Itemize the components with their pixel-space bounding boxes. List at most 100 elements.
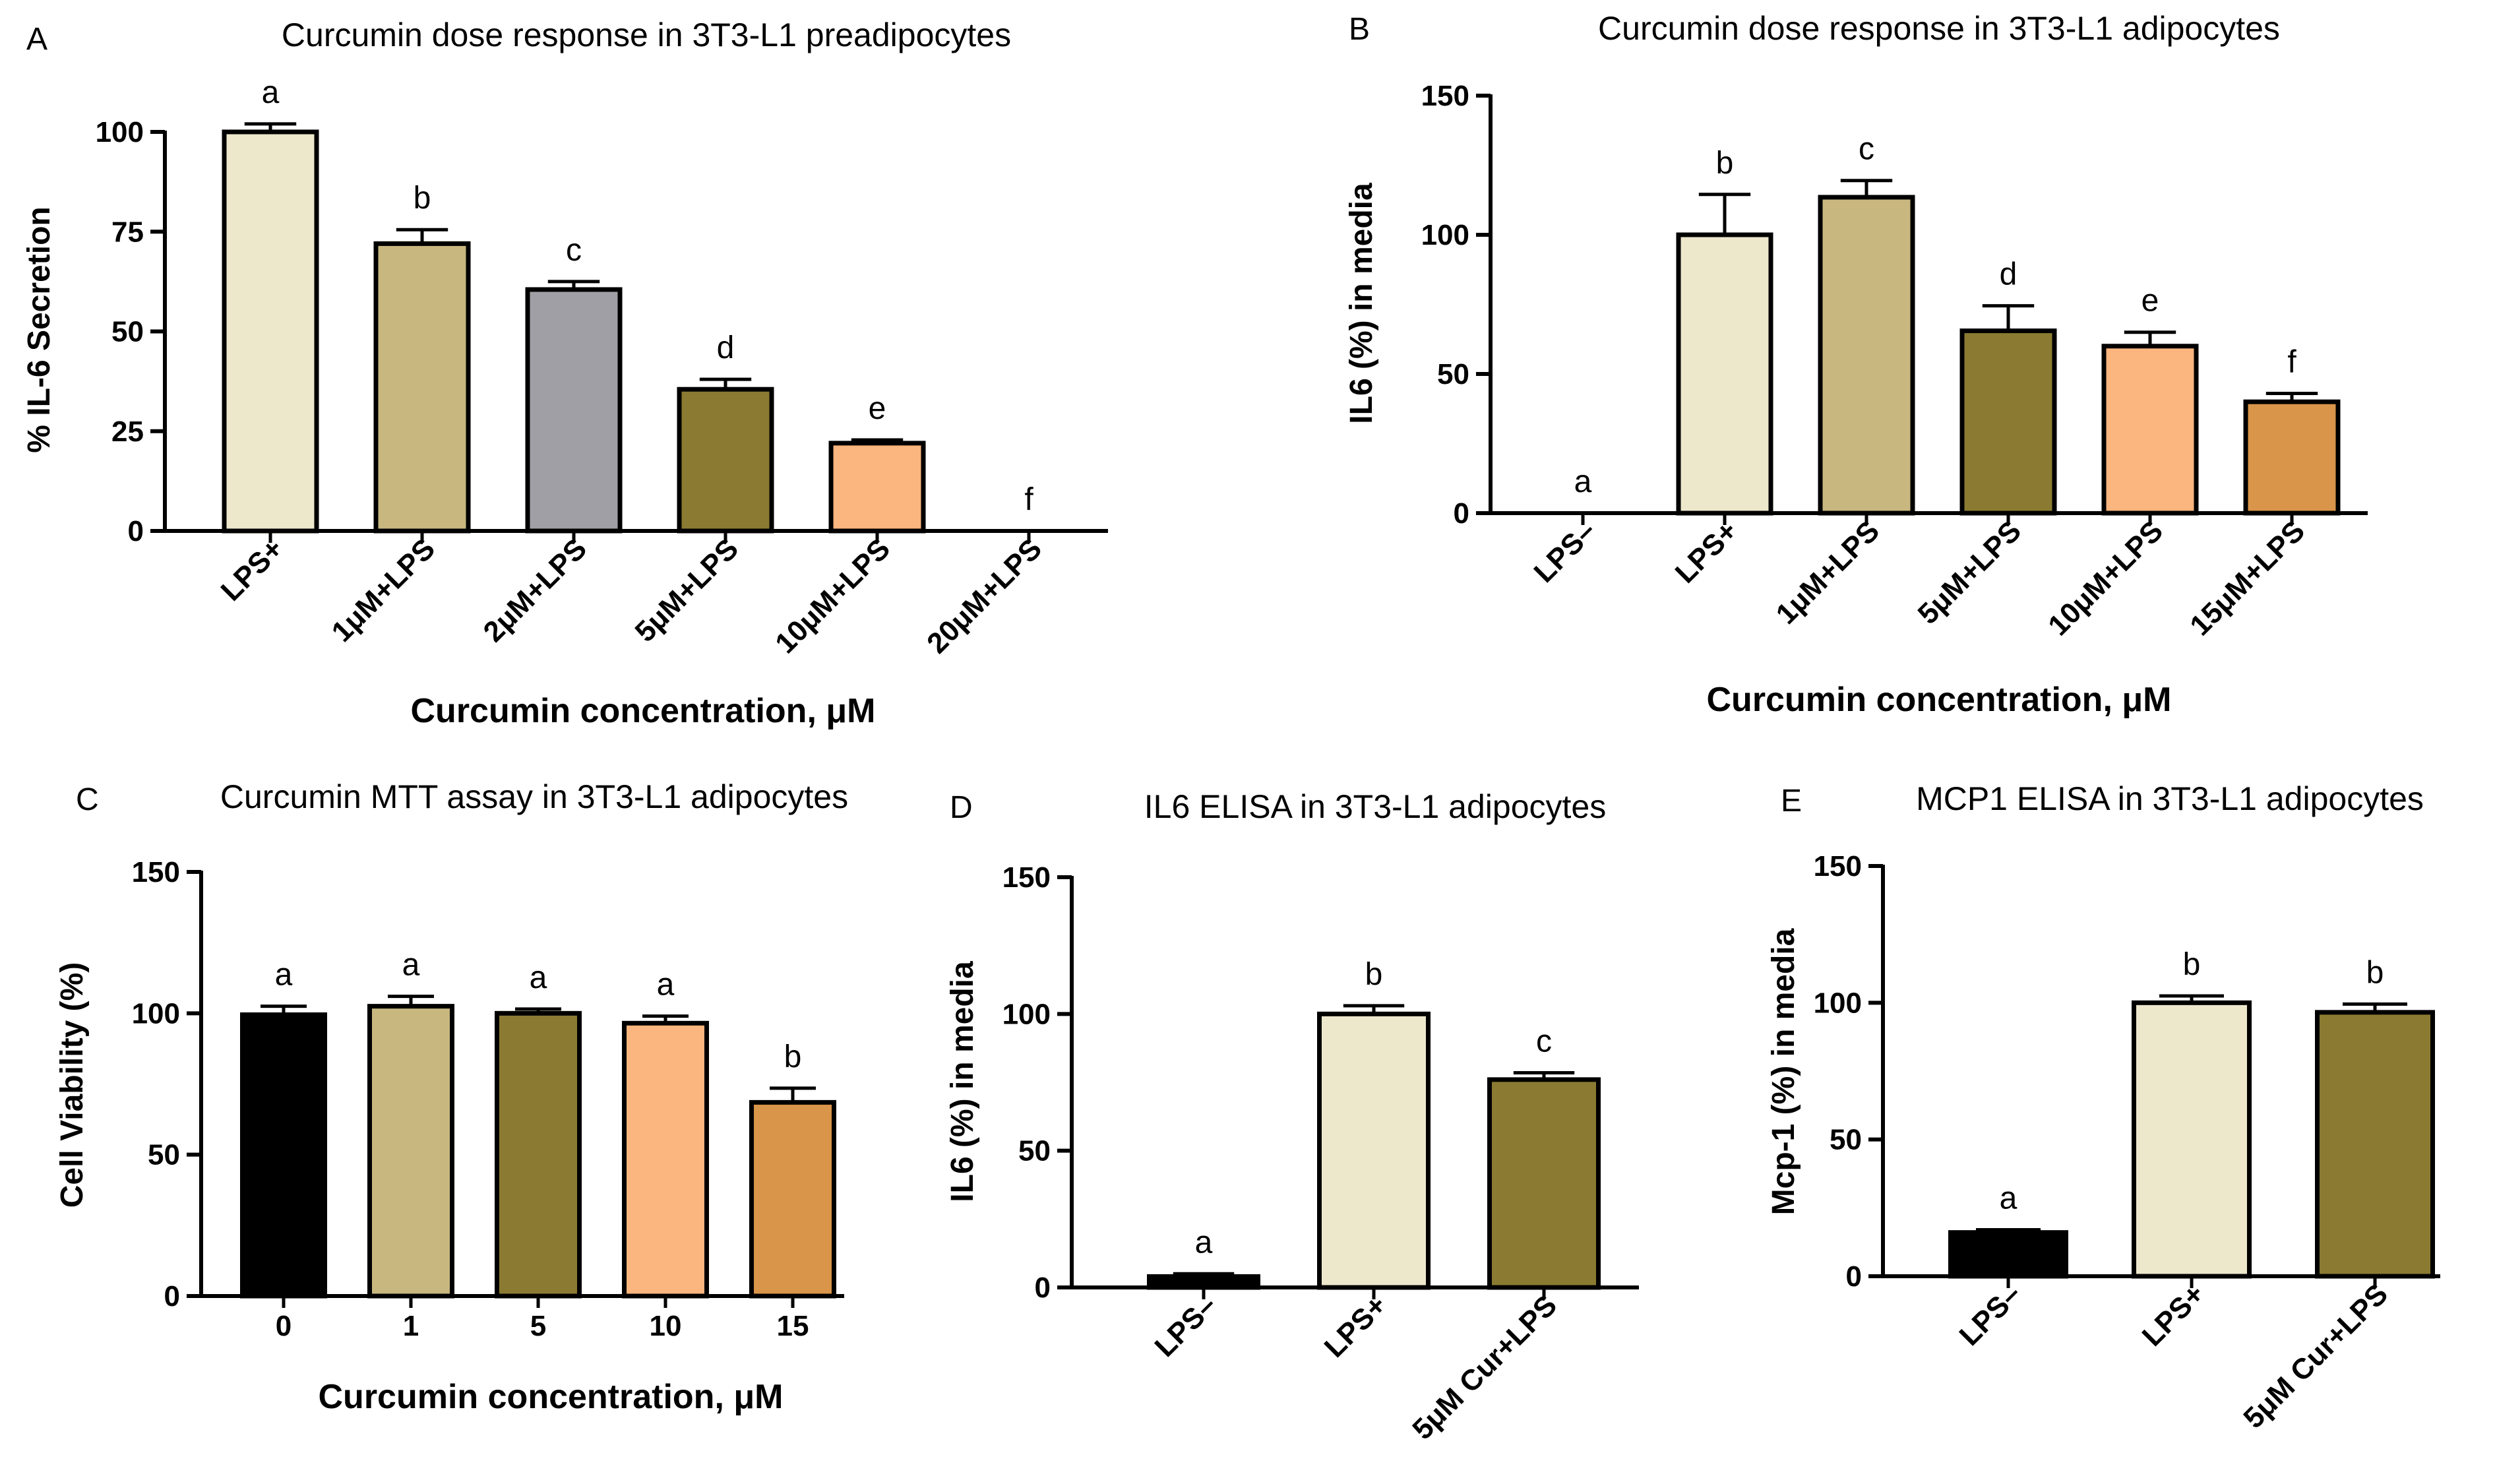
category-label: 5μM+LPS	[1911, 514, 2027, 631]
significance-letter: a	[1574, 464, 1592, 499]
bar	[1317, 1011, 1431, 1290]
bar	[373, 241, 471, 534]
panel-letter: C	[76, 782, 99, 817]
y-tick-label: 25	[111, 416, 144, 448]
bar	[1959, 328, 2057, 516]
category-label: LPS–	[1954, 1278, 2027, 1351]
x-axis-label: Curcumin concentration, μM	[411, 692, 876, 730]
significance-letter: a	[275, 958, 293, 993]
panel-b: B Curcumin dose response in 3T3-L1 adipoc…	[1344, 10, 2368, 719]
y-tick-label: 50	[111, 316, 144, 348]
category-label: LPS+	[1318, 1289, 1393, 1363]
significance-letter: b	[414, 181, 431, 216]
y-tick-label: 0	[128, 515, 144, 547]
bar	[1147, 1274, 1260, 1290]
category-label: 10	[650, 1310, 682, 1342]
bar	[240, 1012, 327, 1299]
y-axis-label: Mcp-1 (%) in media	[1766, 928, 1801, 1215]
y-tick-label: 50	[1018, 1135, 1051, 1167]
category-label: 15	[777, 1310, 809, 1342]
panel-d: D IL6 ELISA in 3T3-L1 adipocytes 0 50 100 150…	[945, 788, 1639, 1446]
category-label: 5μM Cur+LPS	[2237, 1278, 2394, 1435]
significance-letter: b	[784, 1039, 802, 1074]
y-axis-label: IL6 (%) in media	[1344, 183, 1379, 424]
panel-c: C Curcumin MTT assay in 3T3-L1 adipocytes…	[55, 778, 848, 1416]
y-tick-label: 0	[1846, 1260, 1862, 1293]
category-label: 10μM+LPS	[2042, 514, 2169, 642]
chart-title: Curcumin dose response in 3T3-L1 adipocy…	[1598, 10, 2280, 47]
category-label: 20μM+LPS	[921, 532, 1048, 660]
category-label: 0	[276, 1310, 292, 1342]
y-tick-label: 150	[1421, 80, 1469, 112]
y-axis-label: Cell Viability (%)	[55, 962, 90, 1208]
y-tick-label: 50	[1437, 358, 1469, 390]
significance-letter: a	[1195, 1225, 1213, 1260]
panel-letter: A	[26, 22, 47, 57]
y-tick-label: 0	[1035, 1272, 1051, 1304]
significance-letter: b	[1716, 146, 1734, 181]
y-tick-label: 150	[1814, 850, 1862, 882]
significance-letter: a	[657, 968, 675, 1003]
y-tick-label: 0	[164, 1280, 180, 1313]
significance-letter: e	[2141, 284, 2159, 319]
category-label: 5	[530, 1310, 546, 1342]
bar	[2101, 344, 2199, 516]
bar	[1487, 1077, 1601, 1290]
panel-letter: E	[1781, 784, 1802, 819]
y-axis-label: % IL-6 Secretion	[22, 206, 57, 452]
category-label: LPS+	[1669, 514, 1744, 589]
chart-title: Curcumin MTT assay in 3T3-L1 adipocytes	[220, 778, 848, 815]
category-label: 1	[403, 1310, 419, 1342]
category-label: 5μM+LPS	[629, 532, 745, 648]
x-axis-label: Curcumin concentration, μM	[1707, 681, 2172, 719]
significance-letter: f	[2287, 345, 2296, 380]
category-label: LPS+	[215, 532, 290, 607]
significance-letter: c	[1859, 132, 1874, 167]
significance-letter: d	[717, 330, 735, 365]
significance-letter: c	[566, 233, 582, 268]
chart-title: IL6 ELISA in 3T3-L1 adipocytes	[1144, 788, 1606, 825]
significance-letter: e	[869, 391, 886, 426]
bar	[222, 129, 319, 534]
y-tick-label: 150	[132, 856, 180, 888]
chart-title: MCP1 ELISA in 3T3-L1 adipocytes	[1916, 780, 2424, 817]
y-tick-label: 150	[1002, 861, 1051, 894]
category-label: 5μM Cur+LPS	[1406, 1289, 1563, 1446]
category-label: 1μM+LPS	[1770, 514, 1886, 631]
panel-letter: D	[950, 790, 973, 825]
y-tick-label: 0	[1454, 497, 1469, 530]
bar	[2315, 1010, 2435, 1279]
y-tick-label: 75	[111, 216, 144, 248]
y-axis-label: IL6 (%) in media	[945, 961, 980, 1202]
y-tick-label: 100	[96, 116, 144, 148]
chart-title: Curcumin dose response in 3T3-L1 preadip…	[282, 16, 1011, 53]
panel-e: E MCP1 ELISA in 3T3-L1 adipocytes 0 50 100 15…	[1766, 780, 2440, 1435]
category-label: LPS–	[1528, 514, 1602, 588]
x-axis-label: Curcumin concentration, μM	[319, 1378, 784, 1416]
bar	[525, 287, 623, 534]
category-label: 15μM+LPS	[2184, 514, 2311, 642]
significance-letter: b	[1365, 957, 1383, 992]
significance-letter: b	[2366, 955, 2384, 990]
category-label: 1μM+LPS	[325, 532, 441, 648]
bar	[2243, 399, 2341, 516]
panel-letter: B	[1349, 12, 1370, 47]
y-tick-label: 50	[148, 1139, 180, 1171]
significance-letter: c	[1536, 1024, 1552, 1059]
significance-letter: a	[262, 75, 280, 110]
bar	[677, 386, 774, 534]
bar	[828, 441, 926, 534]
y-tick-label: 100	[1002, 998, 1051, 1030]
y-tick-label: 100	[1814, 987, 1862, 1019]
y-tick-label: 100	[1421, 219, 1469, 251]
bar	[749, 1099, 836, 1299]
significance-letter: a	[530, 960, 547, 995]
bar	[1676, 232, 1773, 516]
bar	[1948, 1230, 2068, 1279]
y-tick-label: 100	[132, 997, 180, 1030]
category-label: 2μM+LPS	[477, 532, 593, 648]
bar	[622, 1020, 709, 1299]
significance-letter: b	[2183, 947, 2201, 982]
bar	[1818, 195, 1915, 516]
